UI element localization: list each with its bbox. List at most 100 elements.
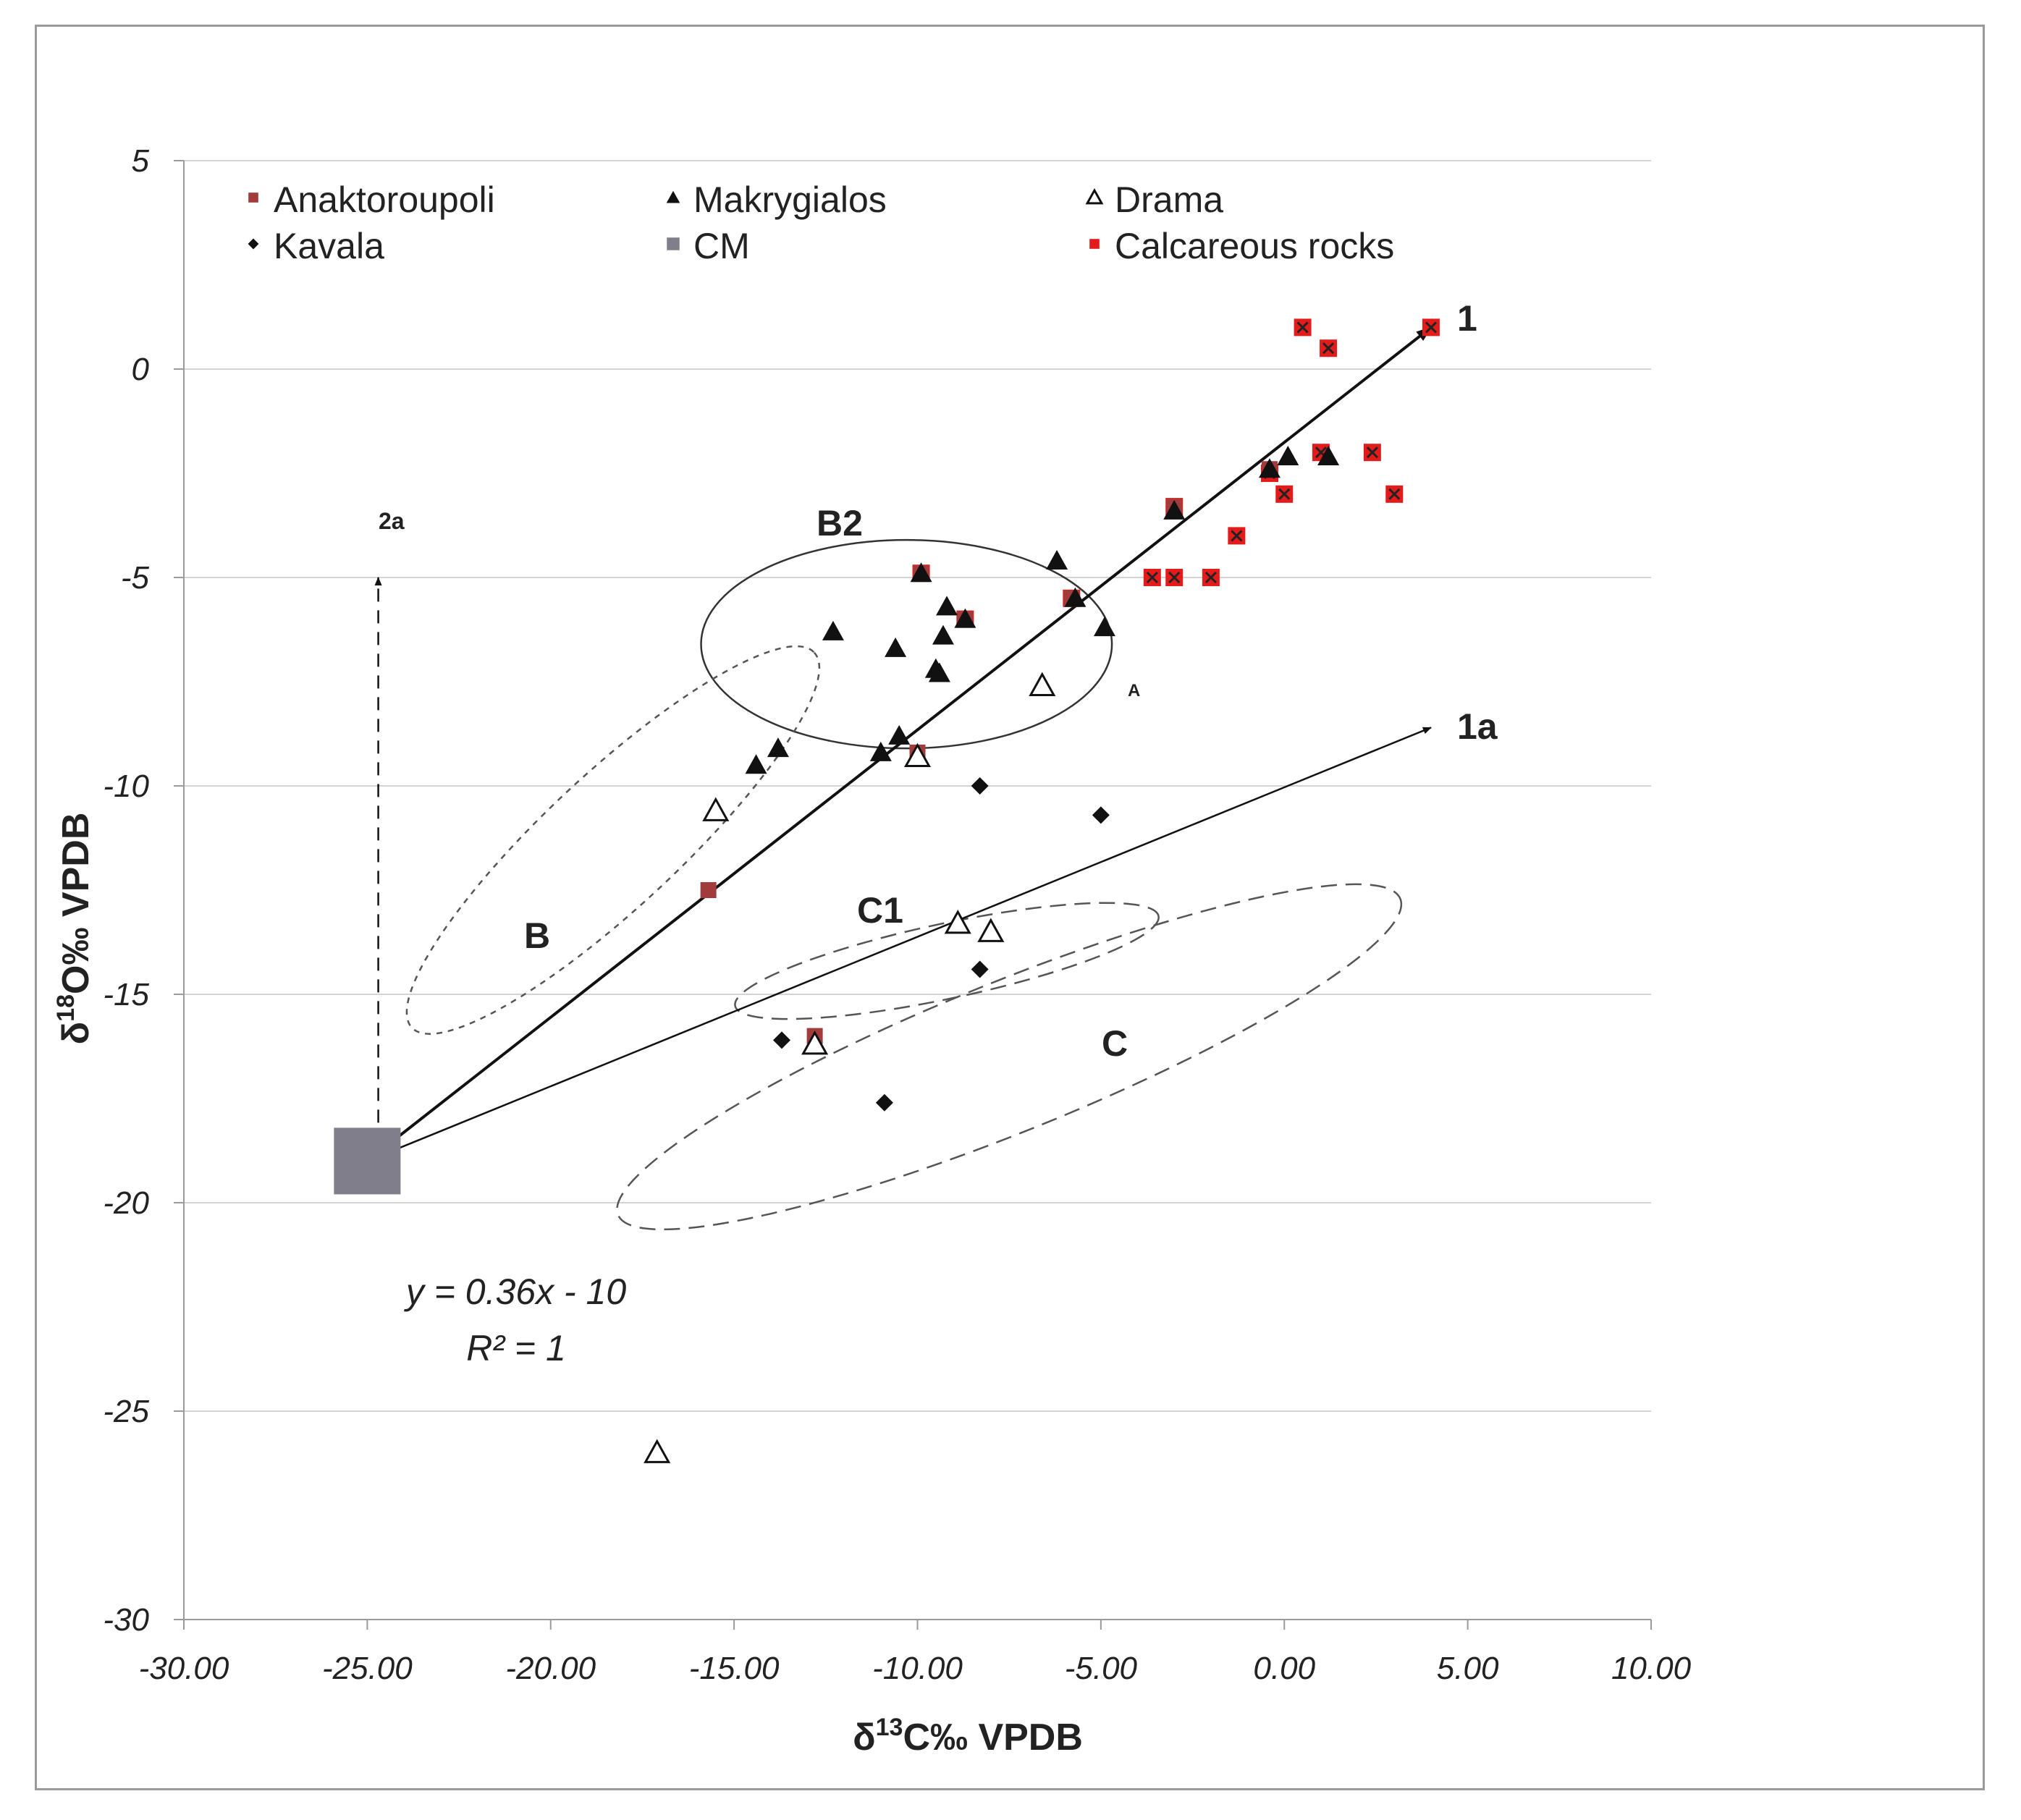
point-calcareous-rocks-cross <box>1168 571 1181 584</box>
region-label-b2: B2 <box>817 503 863 543</box>
point-makrygialos <box>888 724 911 745</box>
point-calcareous-rocks <box>1165 569 1184 586</box>
point-makrygialos <box>869 741 892 761</box>
legend-marker-cm <box>667 237 680 250</box>
point-makrygialos <box>910 562 932 583</box>
point-kavala <box>971 960 989 978</box>
x-tick-label: -30.00 <box>139 1651 229 1686</box>
axes <box>174 160 1652 1630</box>
data-points <box>334 318 1440 1463</box>
point-makrygialos <box>1258 458 1280 478</box>
y-axis-title: δ18O‰ VPDB <box>52 813 97 1045</box>
point-makrygialos <box>932 625 954 645</box>
point-anaktoroupoli <box>700 882 717 898</box>
regression-equation: y = 0.36x - 10 <box>404 1271 627 1312</box>
region-ellipse-c1 <box>734 902 1160 1020</box>
point-drama <box>977 918 1005 942</box>
point-makrygialos <box>1093 617 1115 637</box>
legend-label-kavala: Kavala <box>274 226 384 266</box>
legend-item-calcareous-rocks: Calcareous rocks <box>1089 226 1394 266</box>
legend-label-calcareous-rocks: Calcareous rocks <box>1115 226 1394 266</box>
point-calcareous-rocks <box>1385 485 1404 503</box>
legend-marker-drama <box>1085 187 1104 205</box>
y-tick-label: 5 <box>132 143 150 179</box>
point-calcareous-rocks <box>1143 569 1161 586</box>
point-drama <box>644 1439 671 1463</box>
label-a: A <box>1128 681 1140 701</box>
arrow-1a <box>366 727 1432 1162</box>
x-axis-title: δ13C‰ VPDB <box>853 1714 1083 1758</box>
region-ellipse-b <box>405 645 821 1035</box>
legend-label-cm: CM <box>693 226 750 266</box>
point-drama <box>702 797 730 821</box>
x-tick-label: -15.00 <box>689 1651 780 1686</box>
point-makrygialos <box>885 637 907 657</box>
y-tick-label: 0 <box>132 352 150 387</box>
region-label-c: C <box>1102 1023 1128 1064</box>
point-calcareous-rocks <box>1320 339 1338 357</box>
region-ellipses <box>405 538 1403 1231</box>
region-label-c1: C1 <box>857 890 903 931</box>
point-kavala <box>875 1093 893 1112</box>
point-calcareous-rocks-cross <box>1204 571 1217 584</box>
point-makrygialos <box>954 608 976 628</box>
point-makrygialos <box>928 662 950 682</box>
point-calcareous-rocks <box>1422 318 1440 337</box>
point-calcareous-rocks-cross <box>1278 488 1291 500</box>
legend-item-cm: CM <box>667 226 750 266</box>
point-drama <box>944 909 971 934</box>
point-drama <box>801 1030 829 1055</box>
y-tick-label: -5 <box>121 560 150 596</box>
point-cm <box>334 1127 401 1195</box>
point-makrygialos <box>822 620 844 640</box>
legend-marker-calcareous-rocks <box>1089 239 1100 249</box>
point-makrygialos <box>936 596 958 616</box>
legend-label-makrygialos: Makrygialos <box>693 179 887 220</box>
x-tick-label: 5.00 <box>1437 1651 1499 1686</box>
x-tick-label: -5.00 <box>1065 1651 1138 1686</box>
region-ellipse-c <box>616 883 1403 1231</box>
gridlines <box>184 160 1651 1412</box>
region-ellipse-b2 <box>700 538 1113 750</box>
y-tick-label: -30 <box>103 1602 149 1638</box>
point-calcareous-rocks-cross <box>1322 342 1335 355</box>
legend-marker-kavala <box>248 238 259 250</box>
legend-item-anaktoroupoli: Anaktoroupoli <box>248 179 495 220</box>
point-calcareous-rocks-cross <box>1425 321 1438 334</box>
point-kavala <box>773 1031 791 1049</box>
point-drama <box>1029 672 1056 697</box>
point-calcareous-rocks-cross <box>1146 571 1158 584</box>
point-calcareous-rocks-cross <box>1231 530 1243 542</box>
legend-label-anaktoroupoli: Anaktoroupoli <box>274 179 495 220</box>
legend-item-kavala: Kavala <box>248 226 384 266</box>
point-calcareous-rocks <box>1275 485 1294 503</box>
region-label-b: B <box>524 915 550 956</box>
point-calcareous-rocks-cross <box>1296 321 1309 334</box>
figure-frame <box>35 25 1985 1790</box>
point-makrygialos <box>1046 549 1068 570</box>
x-tick-label: -25.00 <box>322 1651 413 1686</box>
legend-marker-makrygialos <box>666 190 680 203</box>
legend-item-drama: Drama <box>1085 179 1223 220</box>
point-makrygialos <box>745 754 767 774</box>
point-calcareous-rocks-cross <box>1388 488 1401 500</box>
point-calcareous-rocks <box>1294 318 1312 337</box>
x-tick-label: -20.00 <box>505 1651 596 1686</box>
x-tick-label: 10.00 <box>1611 1651 1692 1686</box>
point-calcareous-rocks <box>1363 444 1381 462</box>
point-makrygialos <box>1317 445 1340 465</box>
arrow-label-2a: 2a <box>379 508 405 534</box>
point-makrygialos <box>1163 499 1186 520</box>
annotations: 1 1a 2a B2 B C1 C Ay = 0.36x - 10 R² = 1 <box>379 298 1498 1368</box>
legend-label-drama: Drama <box>1115 179 1223 220</box>
point-calcareous-rocks-cross <box>1366 446 1378 459</box>
y-tick-label: -10 <box>103 769 149 804</box>
y-tick-label: -15 <box>103 977 149 1012</box>
x-tick-label: 0.00 <box>1253 1651 1315 1686</box>
legend: Anaktoroupoli Makrygialos Drama Kavala CM Cal… <box>248 179 1394 266</box>
point-makrygialos <box>1277 445 1299 465</box>
regression-r-squared: R² = 1 <box>466 1328 566 1368</box>
point-calcareous-rocks <box>1228 527 1246 545</box>
point-calcareous-rocks <box>1202 569 1220 586</box>
